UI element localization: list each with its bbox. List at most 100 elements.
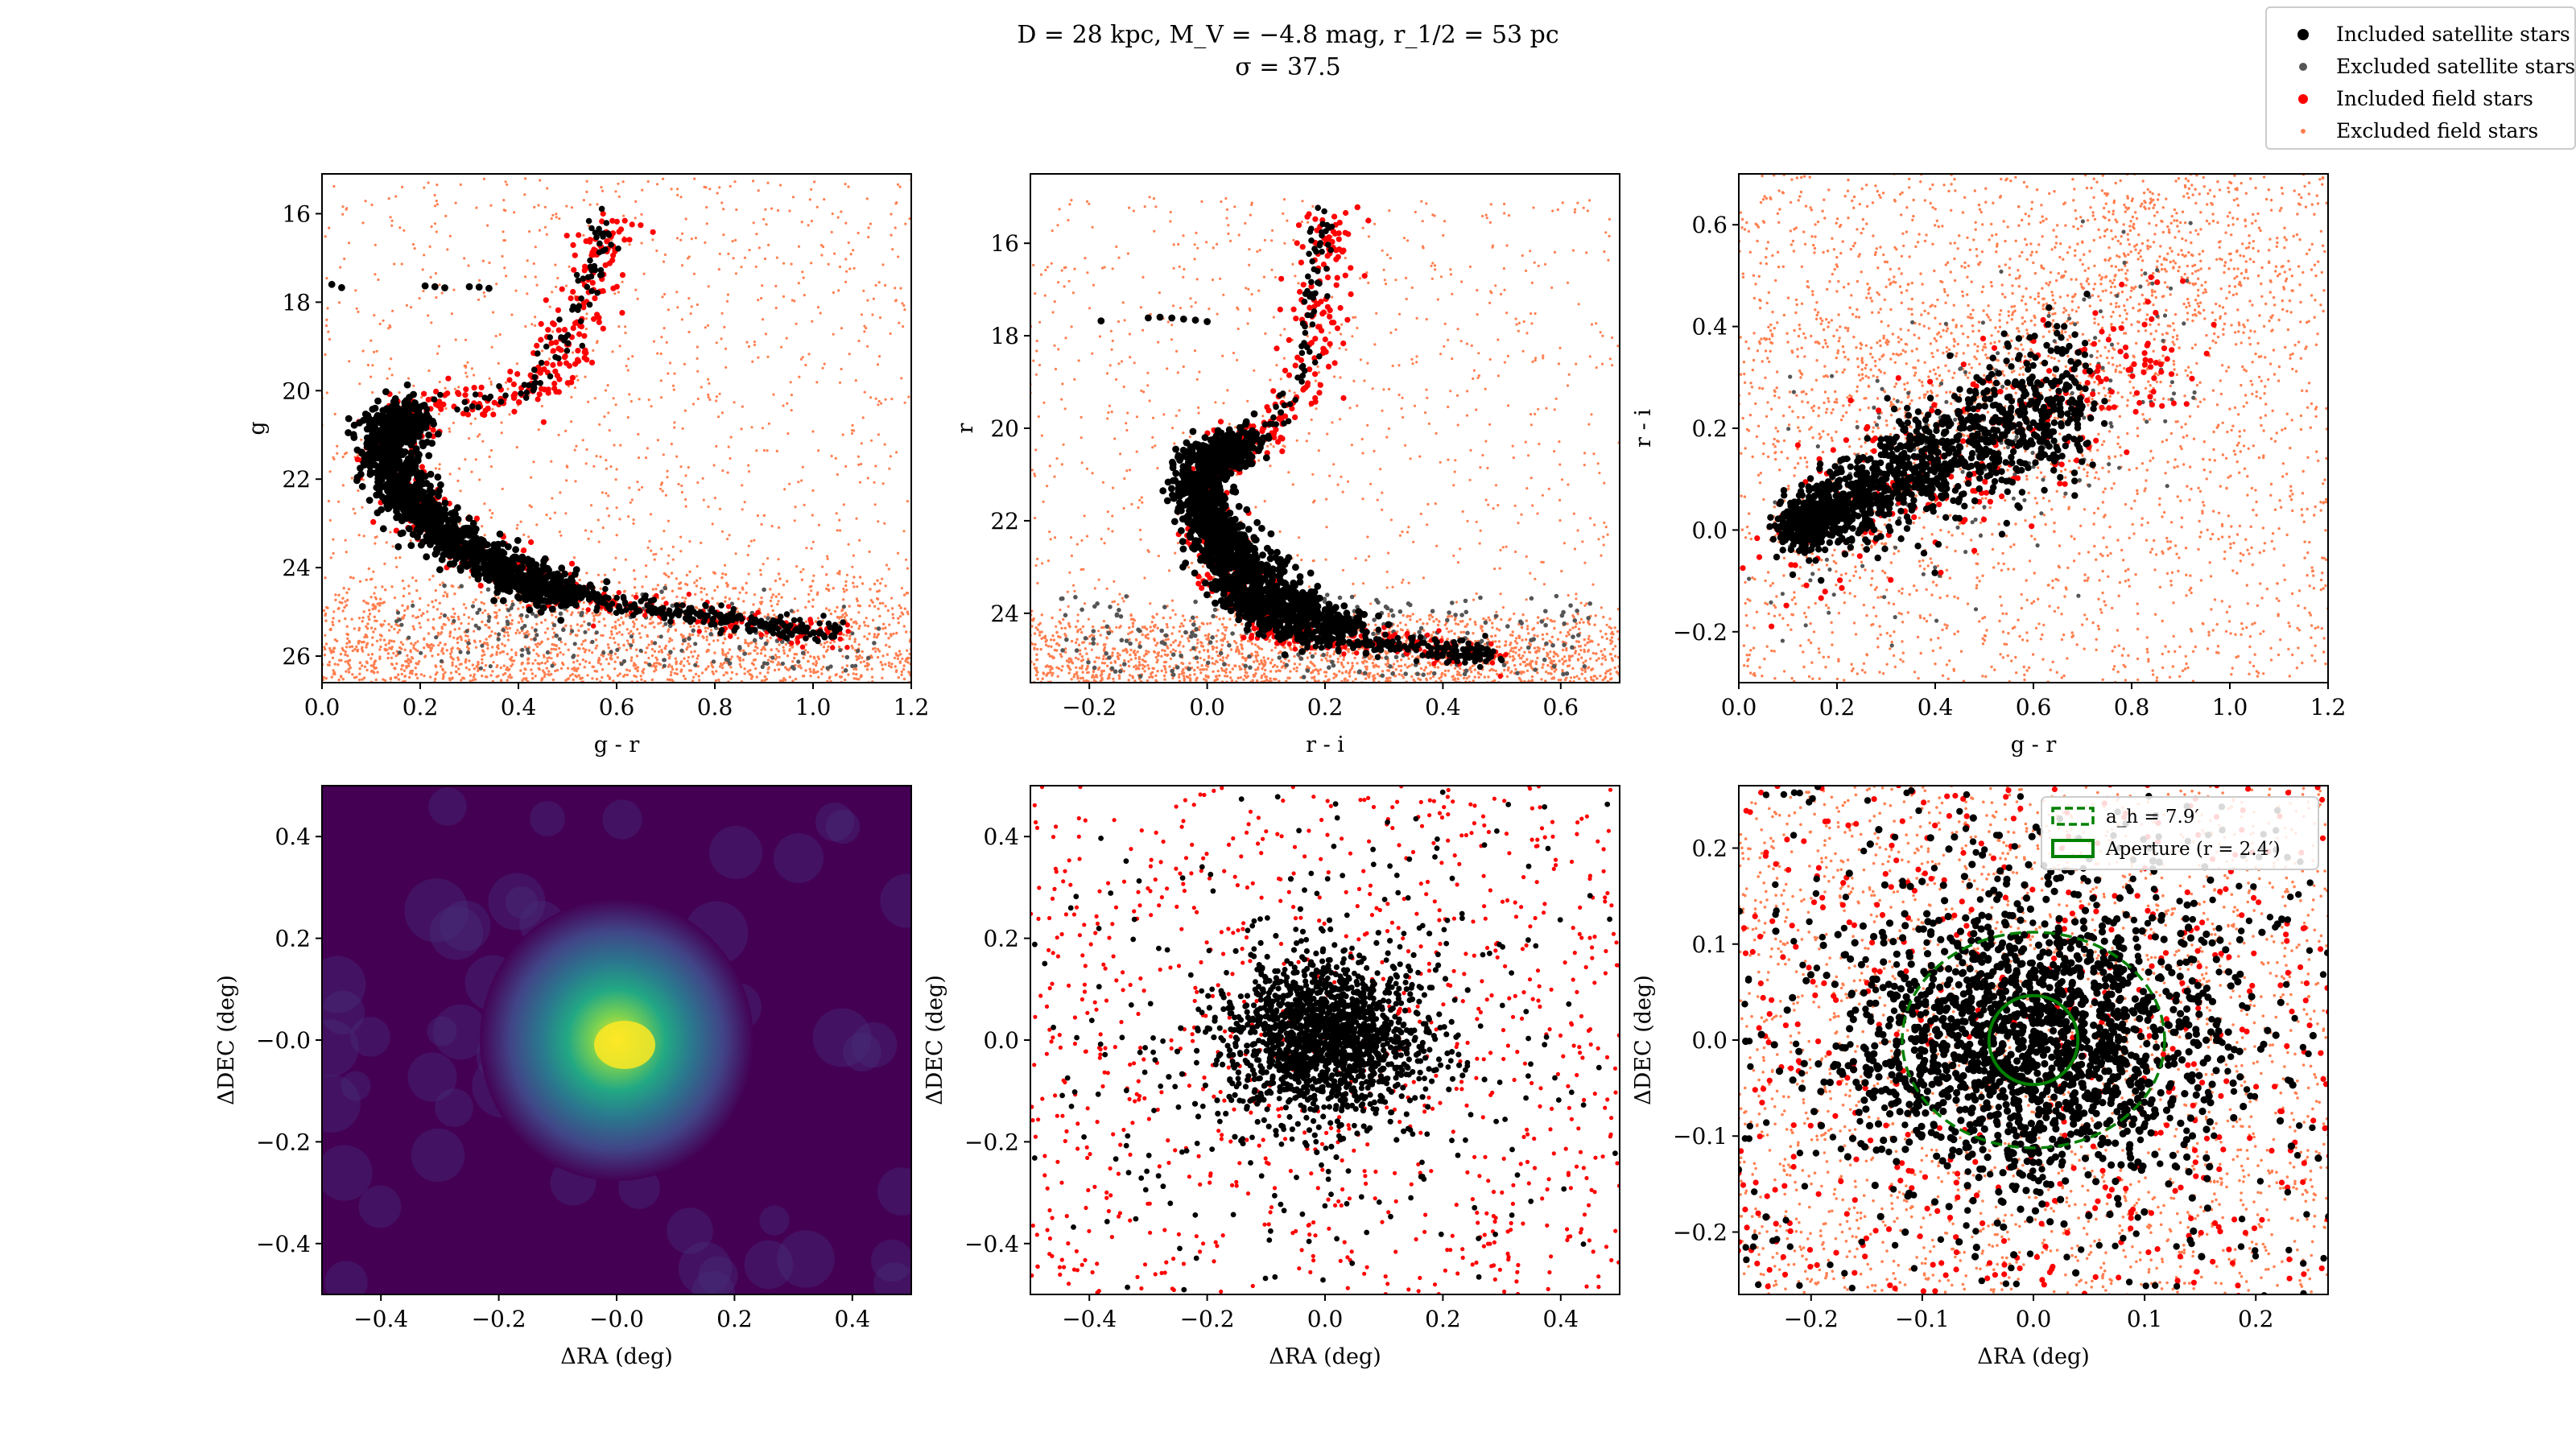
excluded-satellite-star [590,639,595,645]
excluded-satellite-star [742,651,747,656]
included-satellite-star [499,597,507,605]
excluded-field-star [660,481,664,485]
excluded-field-star [825,587,828,591]
excluded-field-star [453,628,456,631]
excluded-field-star [567,648,570,651]
excluded-field-star [896,551,900,555]
excluded-field-star [673,372,676,375]
excluded-field-star [489,204,493,207]
excluded-field-star [684,217,687,221]
excluded-field-star [510,600,514,603]
excluded-field-star [785,336,788,340]
excluded-field-star [718,252,721,255]
excluded-field-star [667,665,671,668]
excluded-field-star [722,208,725,211]
excluded-field-star [527,535,530,539]
excluded-field-star [518,631,522,634]
excluded-field-star [379,645,382,649]
excluded-field-star [630,658,633,663]
included-field-star [506,377,513,383]
excluded-field-star [564,642,567,646]
included-satellite-star [542,588,550,595]
excluded-field-star [814,663,818,667]
included-satellite-star [416,528,423,536]
excluded-field-star [575,669,579,673]
excluded-field-star [634,288,638,291]
excluded-field-star [844,280,848,283]
excluded-field-star [402,229,406,232]
excluded-field-star [434,272,438,275]
included-field-star [576,331,583,337]
excluded-field-star [876,597,880,601]
excluded-field-star [464,458,467,461]
included-satellite-star [382,447,390,455]
excluded-field-star [733,587,737,590]
excluded-field-star [667,308,671,312]
excluded-field-star [657,635,660,638]
excluded-field-star [845,270,848,273]
excluded-satellite-star [519,613,524,617]
excluded-field-star [894,226,897,229]
excluded-field-star [642,667,646,671]
excluded-field-star [559,534,563,537]
excluded-field-star [446,617,449,620]
excluded-field-star [851,565,854,568]
excluded-satellite-star [579,613,584,617]
included-field-star [551,380,558,387]
excluded-field-star [449,671,453,675]
excluded-field-star [362,640,365,644]
excluded-field-star [851,646,854,650]
excluded-field-star [831,213,834,216]
excluded-field-star [615,468,618,471]
excluded-field-star [721,469,724,473]
excluded-field-star [577,611,580,614]
excluded-field-star [646,546,650,550]
excluded-field-star [820,254,824,257]
included-satellite-star [441,506,448,514]
excluded-field-star [625,648,629,652]
excluded-field-star [411,614,415,617]
included-satellite-star [512,546,519,554]
excluded-field-star [341,456,345,459]
excluded-field-star [438,380,441,384]
excluded-field-star [638,488,641,492]
excluded-field-star [824,607,828,610]
included-satellite-star [442,515,450,523]
excluded-field-star [583,666,586,669]
excluded-satellite-star [485,587,491,592]
included-field-star [477,391,483,398]
included-field-star [596,315,602,321]
excluded-field-star [361,478,365,481]
excluded-field-star [653,625,656,629]
excluded-field-star [348,663,351,667]
included-field-star [555,327,562,333]
excluded-field-star [485,675,489,679]
excluded-field-star [437,643,440,647]
included-satellite-star [412,445,420,452]
excluded-field-star [334,598,337,601]
excluded-field-star [451,661,454,664]
excluded-field-star [341,597,345,600]
excluded-field-star [341,601,344,605]
excluded-field-star [585,190,588,193]
included-satellite-star [515,594,523,602]
excluded-field-star [506,634,510,638]
excluded-field-star [620,616,623,620]
excluded-field-star [636,628,639,631]
excluded-field-star [651,621,654,624]
excluded-field-star [659,352,663,356]
included-field-star [830,645,836,650]
excluded-field-star [844,464,848,469]
excluded-field-star [808,667,811,671]
excluded-field-star [415,673,418,676]
excluded-field-star [805,547,808,550]
excluded-field-star [774,284,778,287]
excluded-field-star [676,193,679,196]
excluded-field-star [582,601,585,605]
excluded-field-star [888,645,891,649]
excluded-field-star [530,638,533,641]
excluded-field-star [903,607,907,610]
excluded-field-star [881,577,884,580]
excluded-field-star [650,647,654,651]
included-satellite-star [504,584,512,592]
